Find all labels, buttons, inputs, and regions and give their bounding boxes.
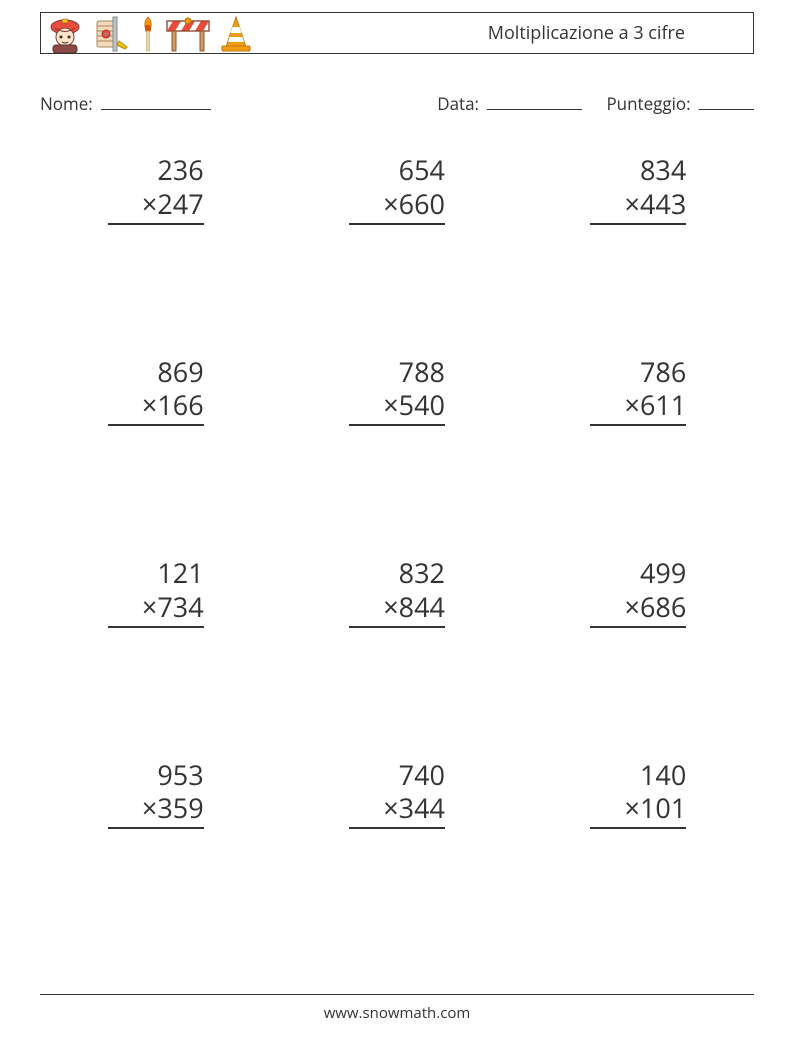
problem-top: 236: [108, 153, 204, 187]
date-field: Data:: [437, 92, 582, 115]
footer-divider: [40, 994, 754, 995]
problem: 121×734: [70, 556, 241, 628]
date-label: Data:: [437, 92, 479, 115]
problem-bottom: ×166: [108, 388, 204, 426]
problem-bottom: ×443: [590, 187, 686, 225]
worksheet-title: Moltiplicazione a 3 cifre: [488, 21, 745, 45]
problem-bottom: ×660: [349, 187, 445, 225]
score-field: Punteggio:: [606, 92, 754, 115]
meta-row: Nome: Data: Punteggio:: [40, 92, 754, 115]
problem: 832×844: [311, 556, 482, 628]
problem: 834×443: [553, 153, 724, 225]
problem: 788×540: [311, 355, 482, 427]
problem-top: 121: [108, 556, 204, 590]
problem: 499×686: [553, 556, 724, 628]
problem-top: 654: [349, 153, 445, 187]
problem-top: 740: [349, 758, 445, 792]
score-blank[interactable]: [699, 92, 754, 110]
problem-top: 953: [108, 758, 204, 792]
firefighter-icon: [45, 15, 85, 53]
problem-bottom: ×247: [108, 187, 204, 225]
problem-bottom: ×686: [590, 590, 686, 628]
problem-bottom: ×540: [349, 388, 445, 426]
problem: 786×611: [553, 355, 724, 427]
problem: 140×101: [553, 758, 724, 830]
problem-bottom: ×101: [590, 791, 686, 829]
footer-text: www.snowmath.com: [40, 1003, 754, 1023]
problem-top: 869: [108, 355, 204, 389]
fire-hose-icon: [91, 15, 131, 53]
problem: 654×660: [311, 153, 482, 225]
problem: 740×344: [311, 758, 482, 830]
problem-bottom: ×359: [108, 791, 204, 829]
problems-grid: 236×247 654×660 834×443 869×166 788×540 …: [40, 153, 754, 829]
name-field: Nome:: [40, 92, 211, 115]
worksheet-page: Moltiplicazione a 3 cifre Nome: Data: Pu…: [40, 12, 754, 1041]
problem-top: 140: [590, 758, 686, 792]
date-blank[interactable]: [487, 92, 582, 110]
header-box: Moltiplicazione a 3 cifre: [40, 12, 754, 54]
problem-bottom: ×734: [108, 590, 204, 628]
problem-bottom: ×344: [349, 791, 445, 829]
name-label: Nome:: [40, 92, 93, 115]
problem-top: 834: [590, 153, 686, 187]
barricade-icon: [165, 15, 211, 53]
match-icon: [137, 15, 159, 53]
score-label: Punteggio:: [606, 92, 690, 115]
problem: 953×359: [70, 758, 241, 830]
header-icons: [45, 13, 255, 53]
traffic-cone-icon: [217, 15, 255, 53]
problem-top: 786: [590, 355, 686, 389]
problem: 869×166: [70, 355, 241, 427]
problem-bottom: ×844: [349, 590, 445, 628]
problem-top: 788: [349, 355, 445, 389]
problem-bottom: ×611: [590, 388, 686, 426]
problem: 236×247: [70, 153, 241, 225]
name-blank[interactable]: [101, 92, 211, 110]
problem-top: 499: [590, 556, 686, 590]
problem-top: 832: [349, 556, 445, 590]
